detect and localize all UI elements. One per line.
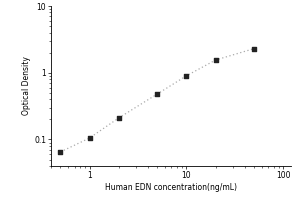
Y-axis label: Optical Density: Optical Density	[22, 57, 32, 115]
Point	[87, 136, 92, 140]
Point	[184, 74, 189, 77]
Point	[213, 58, 218, 62]
Point	[116, 116, 121, 120]
Point	[155, 92, 160, 96]
Point	[252, 47, 256, 50]
Point	[58, 150, 63, 154]
X-axis label: Human EDN concentration(ng/mL): Human EDN concentration(ng/mL)	[105, 183, 237, 192]
